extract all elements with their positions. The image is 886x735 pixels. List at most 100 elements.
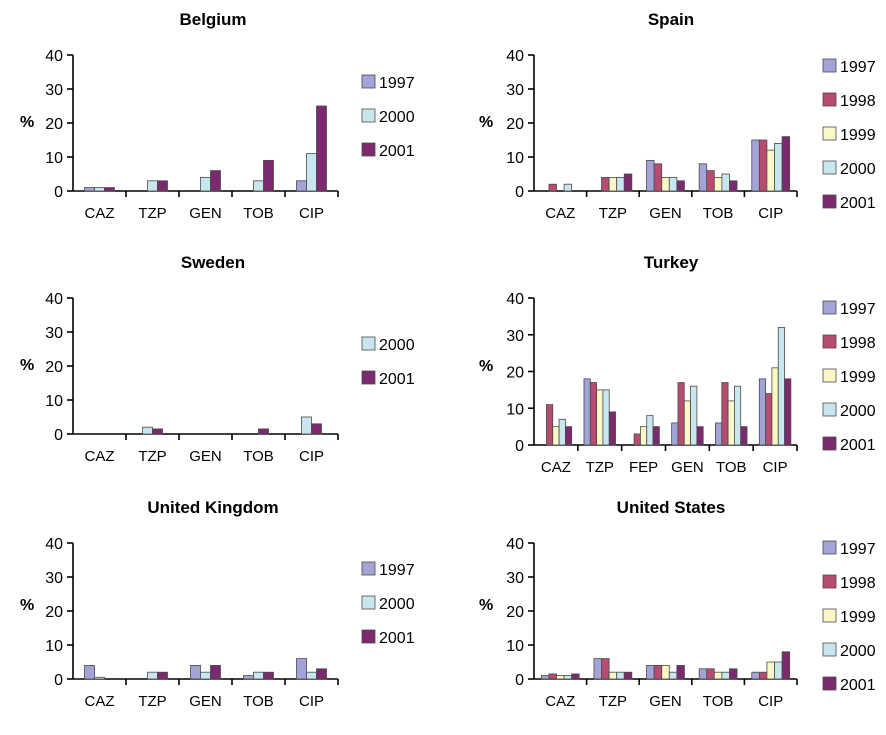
panel-spain-bar-tzp-1999 [608, 176, 618, 192]
panel-turkey-category-tzp: TZP [586, 459, 614, 476]
panel-united-kingdom-ytick-label-30: 30 [45, 570, 63, 587]
panel-belgium-legend-label-2001: 2001 [379, 143, 415, 160]
panel-belgium-ytick-label-40: 40 [45, 48, 63, 65]
panel-belgium-title: Belgium [179, 10, 246, 29]
panel-united-states-bar-caz-2001 [571, 673, 580, 680]
panel-turkey-bar-caz-2000 [558, 418, 566, 446]
panel-sweden-bar-tzp-2000 [142, 426, 153, 435]
panel-spain-bar-tob-2000 [721, 173, 730, 192]
panel-united-states-bar-tzp-1999 [608, 671, 618, 680]
panel-turkey-ytick-label-40: 40 [506, 291, 524, 308]
panel-united-states-legend-swatch-2000 [822, 642, 837, 657]
panel-united-kingdom-ytick-label-20: 20 [45, 604, 63, 621]
panel-united-kingdom-bar-gen-2001 [210, 665, 221, 680]
panel-united-states-category-cip: CIP [758, 693, 783, 710]
panel-united-states-category-tob: TOB [703, 693, 734, 710]
panel-united-kingdom-bar-gen-2000 [200, 671, 211, 680]
panel-sweden-legend-swatch-2001 [361, 370, 376, 385]
panel-united-states-ytick-label-10: 10 [506, 638, 524, 655]
panel-turkey-bar-tzp-2001 [608, 411, 616, 446]
panel-sweden-ytick-label-40: 40 [45, 291, 63, 308]
panel-belgium-bar-cip-2001 [316, 105, 327, 192]
panel-sweden-legend-swatch-2000 [361, 336, 376, 351]
panel-sweden-category-caz: CAZ [85, 448, 115, 465]
panel-spain-legend-label-2000: 2000 [840, 161, 876, 178]
panel-spain-category-cip: CIP [758, 205, 783, 222]
panel-belgium-ytick-label-30: 30 [45, 82, 63, 99]
panel-belgium-category-tzp: TZP [138, 205, 166, 222]
panel-turkey-bar-cip-1998 [765, 393, 773, 446]
panel-united-states-bar-gen-1999 [661, 665, 670, 680]
panel-turkey-ytick-label-10: 10 [506, 401, 524, 418]
panel-united-states-bar-tob-1998 [706, 668, 715, 680]
panel-united-kingdom-legend-swatch-2001 [361, 629, 376, 644]
panel-spain-legend-label-2001: 2001 [840, 195, 876, 212]
panel-belgium-bar-gen-2000 [200, 176, 211, 192]
panel-turkey-bar-cip-2000 [777, 326, 785, 446]
panel-spain-title: Spain [648, 10, 694, 29]
panel-turkey-legend-label-1999: 1999 [840, 369, 876, 386]
panel-belgium-ytick-label-20: 20 [45, 116, 63, 133]
panel-belgium-bar-gen-2001 [210, 170, 221, 192]
panel-spain-legend-label-1999: 1999 [840, 127, 876, 144]
panel-united-states-ytick-label-0: 0 [515, 672, 524, 689]
panel-turkey-legend-swatch-1999 [822, 368, 837, 383]
panel-belgium-bar-tob-2001 [263, 159, 274, 192]
panel-spain-bar-gen-2001 [676, 180, 685, 192]
panel-belgium-legend-label-2000: 2000 [379, 109, 415, 126]
panel-united-kingdom-ytick-label-40: 40 [45, 536, 63, 553]
panel-sweden: Sweden% 0 10 20 30 40 CAZ TZP GEN TOB CIP 2000 2001 [20, 253, 415, 465]
panel-belgium-ytick-label-10: 10 [45, 150, 63, 167]
panel-sweden-bar-cip-2000 [301, 416, 312, 435]
panel-united-states-legend-label-2000: 2000 [840, 643, 876, 660]
panel-turkey-bar-tob-2001 [740, 426, 748, 446]
panel-spain-bar-gen-1997 [646, 159, 655, 192]
panel-united-kingdom-bar-tob-1997 [243, 675, 254, 680]
panel-turkey-bar-tob-1997 [715, 422, 723, 446]
panel-belgium-category-tob: TOB [243, 205, 274, 222]
panel-united-kingdom-title: United Kingdom [147, 498, 278, 517]
panel-sweden-category-tzp: TZP [138, 448, 166, 465]
panel-united-kingdom-bar-caz-2000 [94, 676, 105, 680]
panel-united-states-title: United States [617, 498, 726, 517]
panel-united-states-bar-cip-2000 [774, 661, 783, 680]
panel-sweden-ytick-label-0: 0 [54, 427, 63, 444]
panel-spain-bar-tob-1998 [706, 170, 715, 192]
panel-united-kingdom-ytick-label-10: 10 [45, 638, 63, 655]
panel-turkey-ytick-label-30: 30 [506, 328, 524, 345]
panel-united-states-bar-caz-1998 [548, 673, 557, 680]
panel-united-kingdom-bar-caz-1997 [84, 665, 95, 680]
panel-turkey-bar-caz-1999 [552, 426, 560, 446]
panel-turkey-bar-cip-1997 [758, 378, 767, 446]
panel-spain-ytick-label-40: 40 [506, 48, 524, 65]
panel-turkey-bar-tob-1998 [721, 382, 729, 446]
panel-belgium-bar-caz-2001 [104, 187, 115, 192]
panel-spain-bar-caz-1998 [548, 183, 557, 192]
panel-belgium-category-caz: CAZ [85, 205, 115, 222]
panel-spain-legend-swatch-1997 [822, 58, 837, 73]
panel-turkey-bar-tzp-2000 [602, 389, 610, 446]
panel-belgium-bar-cip-1997 [296, 180, 307, 192]
panel-belgium-ylabel: % [20, 114, 34, 131]
panel-united-states-bar-caz-2000 [563, 675, 573, 680]
panel-spain-bar-caz-2000 [563, 183, 573, 192]
panel-sweden-bar-cip-2001 [311, 423, 322, 435]
panel-united-kingdom-category-tob: TOB [243, 693, 274, 710]
panel-united-states-bar-gen-1998 [653, 665, 663, 680]
panel-turkey-bar-caz-1998 [546, 404, 554, 446]
panel-turkey-bar-tob-1999 [727, 400, 735, 446]
panel-sweden-category-tob: TOB [243, 448, 274, 465]
panel-spain-bar-cip-2001 [781, 136, 791, 192]
panel-spain-bar-cip-2000 [774, 142, 783, 192]
panel-spain-legend-label-1998: 1998 [840, 93, 876, 110]
panel-sweden-bar-tzp-2001 [152, 428, 163, 435]
panel-belgium-bar-cip-2000 [306, 153, 317, 192]
panel-spain-legend-swatch-2001 [822, 194, 837, 209]
panel-united-states-category-tzp: TZP [599, 693, 627, 710]
panel-turkey-category-gen: GEN [671, 459, 704, 476]
panel-united-states-legend-label-1997: 1997 [840, 541, 876, 558]
panel-united-states-category-gen: GEN [649, 693, 682, 710]
panel-belgium-legend-swatch-2000 [361, 108, 376, 123]
panel-belgium-ytick-label-0: 0 [54, 184, 63, 201]
panel-sweden-category-gen: GEN [189, 448, 222, 465]
